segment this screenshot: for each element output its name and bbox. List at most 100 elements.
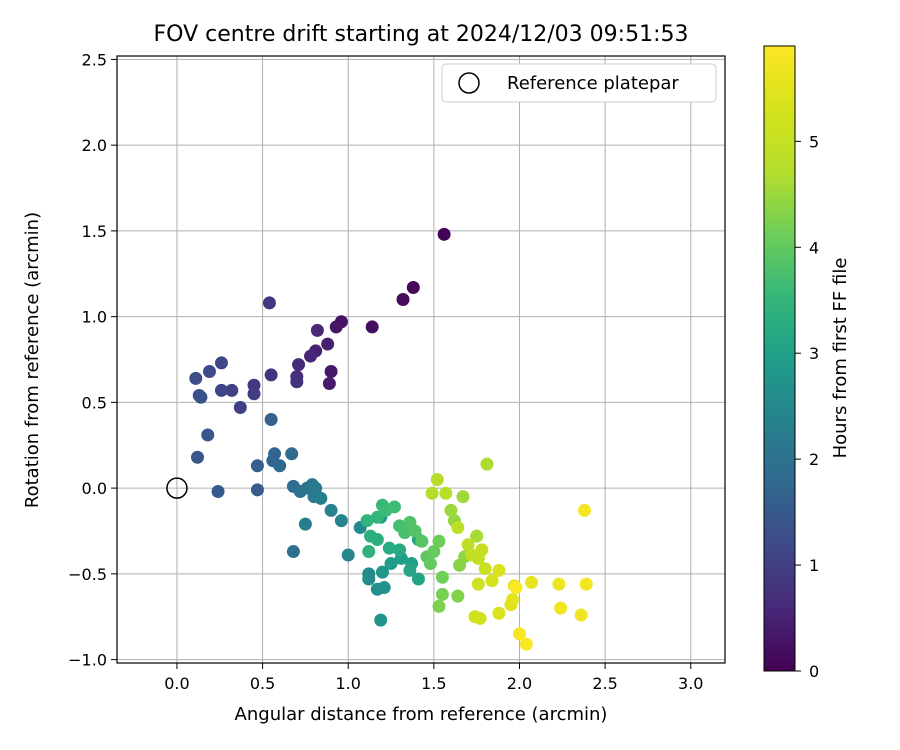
data-point (250, 483, 264, 497)
colorbar-tick-label: 3 (809, 344, 819, 363)
data-point (362, 545, 376, 559)
data-point (579, 577, 593, 591)
colorbar-scale (763, 45, 796, 672)
x-tick-label: 1.5 (421, 674, 446, 693)
data-point (201, 428, 215, 442)
data-point (430, 473, 444, 487)
data-point (384, 557, 398, 571)
data-point (365, 320, 379, 334)
data-point (324, 365, 338, 378)
data-point (214, 383, 228, 397)
plot-frame (116, 55, 726, 664)
data-point (247, 387, 261, 401)
data-point (214, 356, 228, 370)
data-point (432, 599, 446, 613)
plot-area (116, 55, 726, 664)
data-point (485, 574, 499, 588)
data-point (432, 534, 446, 548)
data-point (292, 358, 306, 372)
data-point (492, 563, 506, 577)
data-point (456, 490, 470, 504)
data-point (471, 577, 485, 591)
data-point (309, 481, 323, 495)
data-point (262, 296, 276, 310)
data-point (435, 587, 449, 601)
colorbar-tick-label: 2 (809, 450, 819, 469)
data-point (191, 450, 204, 464)
y-tick-label: −1.0 (68, 651, 107, 670)
legend-marker (458, 72, 480, 94)
data-point (411, 572, 425, 586)
data-point (202, 365, 216, 378)
data-point (439, 486, 453, 500)
data-point (314, 491, 328, 505)
data-point (506, 593, 520, 607)
data-point (451, 521, 465, 535)
data-point (286, 545, 300, 559)
reference-platepar-marker (166, 477, 188, 499)
data-point (475, 543, 489, 557)
data-point (360, 514, 374, 528)
colorbar-tick-label: 0 (809, 662, 819, 681)
legend-box (441, 63, 717, 103)
data-point (415, 534, 429, 548)
x-axis-label: Angular distance from reference (arcmin) (235, 704, 608, 725)
x-tick-label: 3.0 (678, 674, 703, 693)
data-point (329, 320, 343, 334)
data-point (423, 557, 437, 571)
data-point (574, 608, 588, 622)
data-point (509, 581, 523, 595)
data-point (396, 292, 410, 306)
data-point (578, 503, 592, 517)
data-point (437, 227, 451, 241)
data-point (375, 565, 389, 579)
data-point (273, 459, 287, 473)
data-point (268, 447, 282, 461)
data-point (408, 524, 422, 538)
data-point (322, 377, 336, 391)
legend: Reference platepar (441, 63, 717, 103)
data-point (552, 577, 566, 591)
data-point (480, 457, 494, 471)
y-tick-label: −0.5 (68, 565, 107, 584)
y-tick-label: 0.5 (82, 393, 107, 412)
data-point (492, 606, 506, 620)
x-tick-label: 0.5 (250, 674, 275, 693)
data-point (519, 637, 533, 651)
data-point (470, 529, 484, 543)
y-gridlines (117, 58, 725, 661)
data-point (298, 517, 312, 531)
data-point (554, 601, 568, 615)
data-point (374, 613, 388, 627)
data-point (403, 563, 417, 577)
y-tick-label: 2.0 (82, 136, 107, 155)
data-point (427, 545, 441, 559)
data-point (189, 371, 203, 385)
data-point (264, 368, 278, 382)
colorbar: 0 1 2 3 4 5 Hours from first FF file (763, 45, 851, 681)
data-point (363, 529, 377, 543)
data-point (377, 581, 391, 595)
data-point (387, 500, 401, 514)
y-tick-label: 0.0 (82, 479, 107, 498)
chart-title: FOV centre drift starting at 2024/12/03 … (154, 22, 689, 47)
data-point (290, 375, 304, 389)
data-point (512, 627, 526, 641)
data-point (478, 562, 492, 576)
data-point (310, 323, 324, 337)
x-tick-label: 1.0 (335, 674, 360, 693)
data-point (324, 503, 338, 517)
data-point (194, 390, 208, 404)
x-axis-ticks: 0.0 0.5 1.0 1.5 2.0 2.5 3.0 (164, 663, 703, 693)
data-point (285, 447, 299, 461)
data-point (382, 541, 396, 555)
x-tick-label: 2.5 (592, 674, 617, 693)
y-axis-ticks: −1.0 −0.5 0.0 0.5 1.0 1.5 2.0 2.5 (68, 50, 117, 670)
data-point (524, 575, 538, 589)
data-points (189, 227, 593, 651)
data-point (425, 486, 439, 500)
data-point (393, 543, 407, 557)
data-point (225, 383, 239, 397)
data-point (211, 485, 225, 499)
data-point (435, 570, 449, 584)
